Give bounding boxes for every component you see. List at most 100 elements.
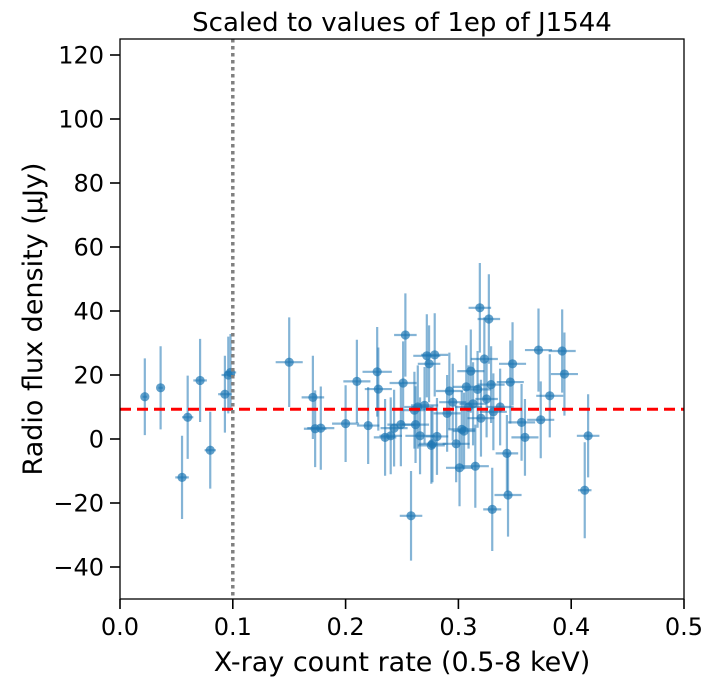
point-marker <box>502 448 512 458</box>
plot-frame <box>119 38 685 600</box>
y-tick-label: −40 <box>53 554 104 582</box>
data-point <box>548 309 576 393</box>
data-point <box>193 338 207 423</box>
x-tick-label: 0.4 <box>552 613 590 641</box>
point-marker <box>363 420 373 431</box>
y-tick-label: 0 <box>89 426 104 454</box>
data-point <box>332 385 360 463</box>
point-marker <box>400 330 410 340</box>
data-point <box>364 347 392 431</box>
y-tick-label: 20 <box>73 362 104 390</box>
point-marker <box>468 399 478 409</box>
y-tick-label: 60 <box>73 234 104 262</box>
point-marker <box>156 383 166 393</box>
point-marker <box>459 426 469 436</box>
data-point <box>459 362 487 446</box>
data-point <box>461 424 489 508</box>
ticks-layer: 0.0 0.1 0.2 0.3 0.4 0.5 −40 −20 0 20 40 60 80 100 120 <box>53 42 703 642</box>
data-point <box>275 317 303 407</box>
point-marker <box>482 394 492 404</box>
data-point <box>483 467 502 551</box>
point-marker <box>372 367 382 377</box>
y-tick-label: 120 <box>58 42 104 70</box>
data-point <box>577 442 592 539</box>
point-marker <box>140 392 150 402</box>
data-point <box>175 435 189 519</box>
point-marker <box>484 314 494 324</box>
data-point <box>468 263 492 353</box>
point-marker <box>448 397 458 407</box>
data-point <box>204 411 216 489</box>
data-point <box>499 322 527 406</box>
point-marker <box>507 359 518 369</box>
point-marker <box>415 431 425 441</box>
point-marker <box>427 439 438 449</box>
x-tick-label: 0.1 <box>214 613 252 641</box>
point-marker <box>475 303 485 313</box>
chart-title: Scaled to values of 1ep of J1544 <box>192 8 612 38</box>
data-point <box>356 387 380 464</box>
data-point <box>343 339 371 423</box>
point-marker <box>419 400 430 410</box>
point-marker <box>545 391 555 401</box>
data-point <box>182 375 194 459</box>
data-point <box>511 399 539 476</box>
data-point <box>362 327 392 417</box>
data-point <box>494 453 522 537</box>
x-tick-label: 0.0 <box>101 613 139 641</box>
point-marker <box>533 345 544 355</box>
y-tick-label: 40 <box>73 298 104 326</box>
point-marker <box>476 413 486 423</box>
data-point <box>576 394 600 478</box>
point-marker <box>341 419 351 429</box>
y-tick-label: 100 <box>58 106 104 134</box>
point-marker <box>177 472 187 482</box>
y-tick-label: −20 <box>53 490 104 518</box>
point-marker <box>432 431 442 442</box>
point-marker <box>183 412 193 422</box>
point-marker <box>389 423 399 433</box>
x-tick-label: 0.2 <box>327 613 365 641</box>
data-point <box>156 346 166 430</box>
point-marker <box>520 432 530 442</box>
data-point <box>467 379 495 457</box>
point-marker <box>316 423 326 433</box>
data-point <box>421 313 449 397</box>
data-point <box>536 354 564 438</box>
data-point <box>411 367 439 444</box>
point-marker <box>424 359 434 369</box>
data-point <box>417 325 441 403</box>
y-tick-label: 80 <box>73 170 104 198</box>
data-point <box>495 415 519 492</box>
point-marker <box>352 376 362 386</box>
point-marker <box>536 415 546 425</box>
point-marker <box>205 445 215 455</box>
data-point <box>524 308 553 392</box>
marks-layer <box>120 39 684 599</box>
data-point <box>452 392 476 470</box>
data-point <box>550 332 578 416</box>
data-point <box>307 386 335 470</box>
point-marker <box>580 485 590 495</box>
point-marker <box>503 490 513 500</box>
x-tick-label: 0.5 <box>665 613 703 641</box>
data-point <box>475 360 498 438</box>
point-marker <box>583 431 593 441</box>
point-marker <box>559 369 570 379</box>
x-tick-label: 0.3 <box>439 613 477 641</box>
x-axis-title: X-ray count rate (0.5-8 keV) <box>214 647 591 678</box>
point-marker <box>195 375 205 386</box>
data-point <box>425 398 449 475</box>
data-point <box>140 358 150 436</box>
point-marker <box>284 357 294 367</box>
point-marker <box>406 511 416 521</box>
point-marker <box>430 350 440 360</box>
data-point <box>477 274 501 364</box>
point-marker <box>470 461 480 471</box>
data-point <box>418 405 446 483</box>
point-marker <box>398 378 408 388</box>
data-point <box>399 471 423 561</box>
y-axis-title: Radio flux density (μJy) <box>18 163 49 476</box>
